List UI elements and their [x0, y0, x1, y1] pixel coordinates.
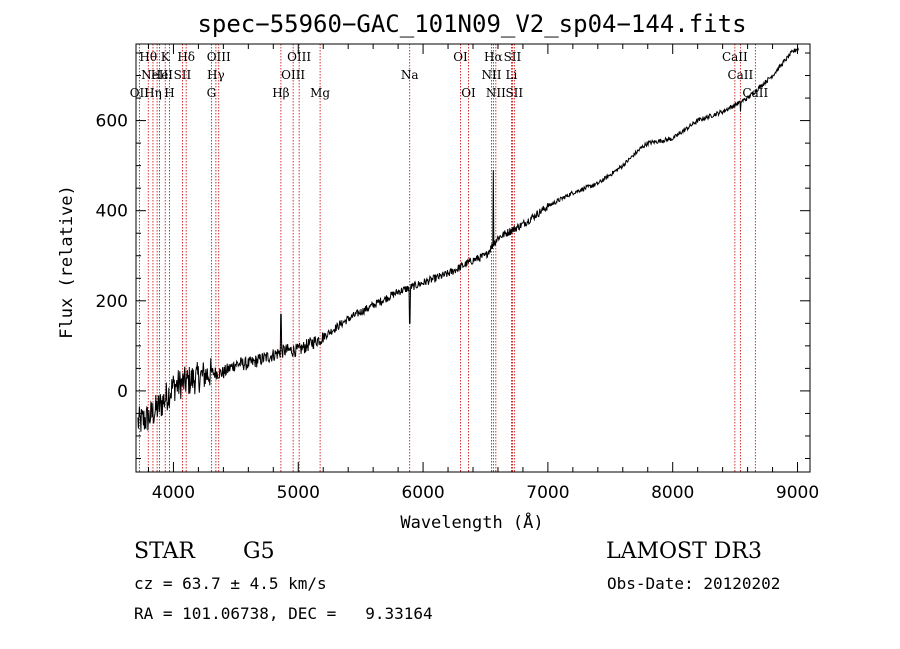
spectral-line-label: He [151, 68, 169, 82]
spectral-line-label: K [161, 50, 171, 64]
spectral-line-label: NeIII [141, 68, 173, 82]
spectral-line-label: Hβ [272, 86, 289, 100]
spectral-line-label: OII [130, 86, 150, 100]
spectral-line-markers [138, 44, 756, 472]
spectral-line-label: OIII [207, 50, 231, 64]
x-tick-label: 9000 [776, 483, 819, 503]
spectral-line-label: SII [505, 86, 523, 100]
y-tick-label: 400 [96, 202, 128, 222]
y-tick-label: 200 [96, 292, 128, 312]
axis-ticks: 4000 5000 6000 7000 8000 9000 0 200 400 600 [96, 44, 819, 503]
x-tick-label: 7000 [526, 483, 569, 503]
spectral-line-label: Hα [484, 50, 503, 64]
spectral-line-label: OI [453, 50, 468, 64]
spectral-line-label: Hη [144, 86, 162, 100]
spectrum-series-line [137, 47, 799, 432]
object-subclass: G5 [243, 539, 275, 564]
spectral-line-label: OIII [287, 50, 311, 64]
x-tick-label: 4000 [152, 483, 195, 503]
spectral-line-label: NII [486, 86, 506, 100]
x-tick-label: 5000 [277, 483, 320, 503]
spectral-line-labels: OIIHθHηNeIIIHeKHSIIHδGHγOIIIHβOIIIOIIIMg… [130, 50, 769, 100]
spectral-line-label: Na [401, 68, 419, 82]
spectral-line-label: Mg [310, 86, 330, 100]
spectral-line-label: Hδ [177, 50, 195, 64]
redshift-readout: cz = 63.7 ± 4.5 km/s [134, 574, 327, 593]
spectral-line-label: CaII [722, 50, 748, 64]
object-class: STAR [134, 539, 195, 564]
x-tick-label: 8000 [651, 483, 694, 503]
ra-dec-readout: RA = 101.06738, DEC = 9.33164 [134, 604, 433, 623]
spectral-line-label: Li [506, 68, 518, 82]
spectral-line-label: NII [481, 68, 501, 82]
y-axis-label: Flux (relative) [57, 185, 77, 339]
chart-title: spec−55960−GAC_101N09_V2_sp04−144.fits [197, 10, 746, 38]
spectral-line-label: Hγ [207, 68, 225, 82]
spectral-line-label: Hθ [139, 50, 157, 64]
y-tick-label: 0 [117, 382, 128, 402]
spectral-line-label: SII [504, 50, 522, 64]
spectral-line-label: G [207, 86, 217, 100]
spectral-line-label: CaII [727, 68, 753, 82]
spectral-line-label: OIII [281, 68, 305, 82]
x-axis-label: Wavelength (Å) [400, 511, 543, 533]
spectral-line-label: SII [174, 68, 192, 82]
spectral-line-label: H [164, 86, 174, 100]
spectral-line-label: OI [461, 86, 476, 100]
survey-name: LAMOST DR3 [606, 539, 762, 564]
y-tick-label: 600 [96, 112, 128, 132]
obs-date: Obs-Date: 20120202 [607, 574, 781, 593]
x-tick-label: 6000 [401, 483, 444, 503]
